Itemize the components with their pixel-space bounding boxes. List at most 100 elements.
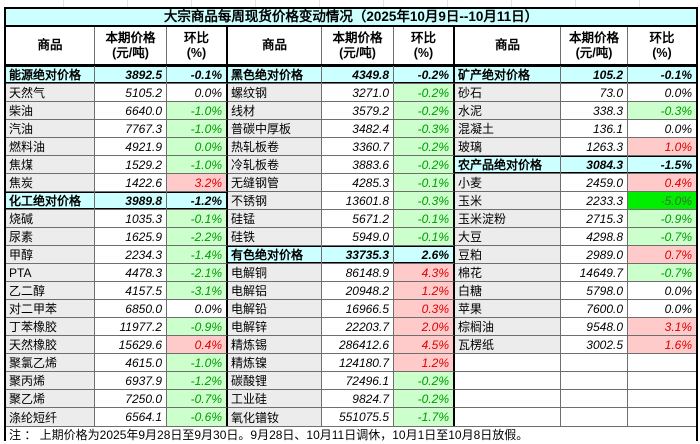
pct-change-cell: -1.4% [167,246,228,264]
commodity-name-cell: 尿素 [6,228,95,246]
price-value-cell: 6564.1 [95,408,167,426]
commodity-name-cell: 普碳中厚板 [228,120,322,138]
col-header-pct-3: 环比 (%) [628,27,696,64]
price-value-cell: 286412.6 [322,336,394,354]
pct-change-cell: -1.7% [394,408,455,426]
price-value-cell: 5671.2 [322,210,394,228]
pct-change-cell: -1.2% [167,192,228,210]
price-value-cell: 338.3 [561,102,628,120]
pct-change-cell: 4.3% [394,264,455,282]
pct-change-cell: -2.2% [167,228,228,246]
pct-change-cell: 1.6% [628,336,696,354]
price-value-cell: 4157.5 [95,282,167,300]
pct-change-cell: -0.1% [394,228,455,246]
price-value-cell: 2459.0 [561,174,628,192]
price-value-cell: 1625.9 [95,228,167,246]
pct-change-cell: -0.1% [628,66,696,84]
pct-change-cell: -1.0% [167,354,228,372]
price-value-cell: 3360.7 [322,138,394,156]
commodity-name-cell: 聚丙烯 [6,372,95,390]
commodity-name-cell: 燃料油 [6,138,95,156]
commodity-name-cell: 玻璃 [455,138,561,156]
price-value-cell: 3989.8 [95,192,167,210]
pct-change-cell: 3.1% [628,318,696,336]
pct-change-cell: 3.2% [167,174,228,192]
commodity-name-cell: 水泥 [455,102,561,120]
price-value-cell: 3084.3 [561,156,628,174]
commodity-name-cell: 棉花 [455,264,561,282]
commodity-name-cell: 天然橡胶 [6,336,95,354]
commodity-name-cell: 精炼镍 [228,354,322,372]
pct-change-cell: 0.0% [628,282,696,300]
pct-change-cell: 1.0% [628,138,696,156]
col-header-commodity-1: 商品 [6,27,95,64]
pct-change-cell: -0.1% [167,66,228,84]
price-value-cell [561,390,628,408]
commodity-name-cell: 涤纶短纤 [6,408,95,426]
price-value-cell: 136.1 [561,120,628,138]
price-value-cell: 5105.2 [95,84,167,102]
commodity-name-cell: 不锈钢 [228,192,322,210]
pct-change-cell: 2.6% [394,246,455,264]
pct-change-cell: -1.0% [167,102,228,120]
pct-change-cell: -0.7% [167,390,228,408]
price-value-cell: 15629.6 [95,336,167,354]
pct-change-cell: 0.0% [628,84,696,102]
price-value-cell: 6850.0 [95,300,167,318]
commodity-name-cell: 玉米淀粉 [455,210,561,228]
commodity-name-cell: 瓦楞纸 [455,336,561,354]
price-value-cell: 4349.8 [322,66,394,84]
pct-change-cell: -1.2% [167,372,228,390]
price-value-cell: 73.0 [561,84,628,102]
commodity-name-cell [455,354,561,372]
pct-change-cell: -1.0% [167,156,228,174]
commodity-name-cell: 线材 [228,102,322,120]
price-value-cell: 3892.5 [95,66,167,84]
pct-change-cell: 0.0% [167,300,228,318]
price-value-cell: 22203.7 [322,318,394,336]
pct-change-cell: -0.2% [394,102,455,120]
price-value-cell: 5949.0 [322,228,394,246]
commodity-name-cell: 焦煤 [6,156,95,174]
price-value-cell [561,408,628,426]
commodity-price-table: 大宗商品每周现货价格变动情况（2025年10月9日--10月11日） 商品 本期… [4,7,698,444]
pct-change-cell: -5.0% [628,192,696,210]
commodity-name-cell: 硅锰 [228,210,322,228]
commodity-name-cell: 螺纹钢 [228,84,322,102]
commodity-name-cell: 烧碱 [6,210,95,228]
price-value-cell: 86148.9 [322,264,394,282]
price-value-cell: 9548.0 [561,318,628,336]
price-value-cell: 2989.0 [561,246,628,264]
commodity-name-cell: 电解铝 [228,282,322,300]
commodity-name-cell: 焦炭 [6,174,95,192]
price-value-cell: 105.2 [561,66,628,84]
commodity-name-cell: PTA [6,264,95,282]
commodity-name-cell: 氧化镨钕 [228,408,322,426]
col-header-commodity-3: 商品 [455,27,561,64]
price-value-cell [561,372,628,390]
price-value-cell: 7767.3 [95,120,167,138]
commodity-name-cell: 碳酸锂 [228,372,322,390]
col-header-pct-1: 环比 (%) [167,27,228,64]
pct-change-cell: -0.9% [167,318,228,336]
price-value-cell: 16966.5 [322,300,394,318]
price-value-cell: 11977.2 [95,318,167,336]
pct-change-cell: -0.1% [394,174,455,192]
category-name-cell: 有色绝对价格 [228,246,322,264]
col-header-price-1: 本期价格 (元/吨) [95,27,167,64]
price-value-cell [561,354,628,372]
category-name-cell: 黑色绝对价格 [228,66,322,84]
price-value-cell: 20948.2 [322,282,394,300]
pct-change-cell: -0.2% [394,390,455,408]
pct-change-cell: 0.0% [167,84,228,102]
pct-change-cell: -0.3% [394,192,455,210]
col-header-pct-2: 环比 (%) [394,27,455,64]
pct-change-cell [628,408,696,426]
commodity-name-cell: 豆粕 [455,246,561,264]
commodity-name-cell: 汽油 [6,120,95,138]
table-header-row: 商品 本期价格 (元/吨) 环比 (%) 商品 本期价格 (元/吨) 环比 (%) 商品… [6,27,696,66]
pct-change-cell: -0.2% [394,84,455,102]
price-value-cell: 3271.0 [322,84,394,102]
pct-change-cell: 4.5% [394,336,455,354]
pct-change-cell: -0.6% [167,408,228,426]
